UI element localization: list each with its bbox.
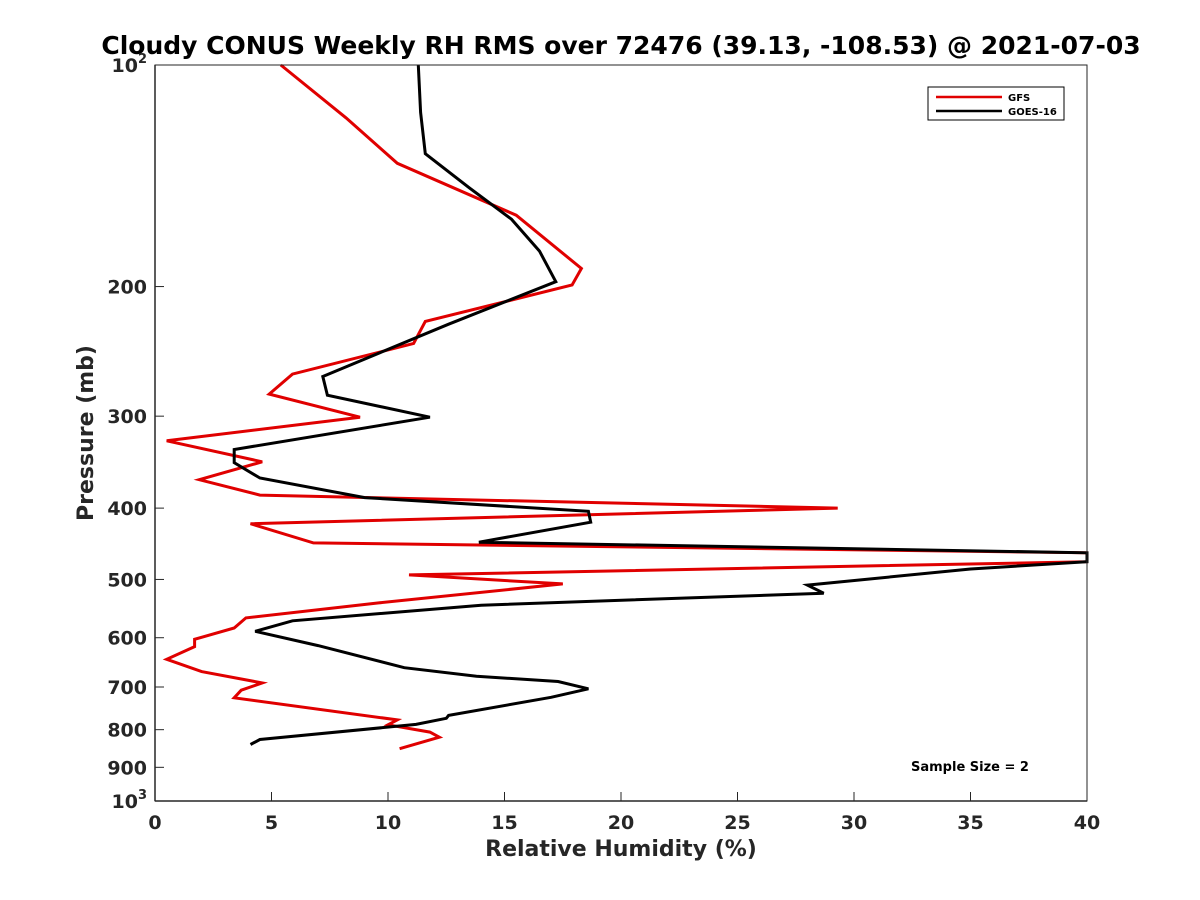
x-tick-label: 15 [491, 812, 517, 834]
x-tick-label: 40 [1074, 812, 1100, 834]
series-line-gfs [162, 63, 1089, 751]
x-tick-label: 20 [608, 812, 634, 834]
sample-size-annotation: Sample Size = 2 [911, 760, 1029, 775]
y-tick-label: 700 [107, 677, 147, 699]
series-line-goes16 [232, 64, 1089, 746]
x-tick-label: 0 [148, 812, 161, 834]
y-tick-label: 500 [107, 569, 147, 591]
x-tick-label: 35 [957, 812, 983, 834]
y-tick-label: 300 [107, 406, 147, 428]
y-tick-label: 800 [107, 720, 147, 742]
y-tick-label: 600 [107, 628, 147, 650]
chart-title: Cloudy CONUS Weekly RH RMS over 72476 (3… [101, 31, 1140, 60]
y-tick-label: 400 [107, 498, 147, 520]
legend-label-goes16: GOES-16 [1008, 107, 1057, 118]
y-tick-label: 200 [107, 277, 147, 299]
legend-label-gfs: GFS [1008, 93, 1030, 104]
x-tick-label: 5 [265, 812, 278, 834]
y-tick-label: 102 [112, 52, 148, 77]
y-axis-ticks: 102 200 300 400 500 600 700 800 900 103 [107, 52, 164, 813]
x-tick-label: 10 [375, 812, 401, 834]
x-axis-ticks: 0 5 10 15 20 25 30 35 40 [148, 792, 1100, 834]
x-tick-label: 25 [724, 812, 750, 834]
plot-lines [162, 63, 1089, 751]
legend-box [927, 86, 1065, 121]
legend: GFS GOES-16 [927, 86, 1065, 121]
x-axis-label: Relative Humidity (%) [485, 837, 757, 862]
y-tick-label: 900 [107, 757, 147, 779]
y-tick-label: 103 [112, 788, 148, 813]
y-axis-label: Pressure (mb) [74, 345, 99, 521]
plot-frame [154, 64, 1088, 802]
x-tick-label: 30 [841, 812, 867, 834]
